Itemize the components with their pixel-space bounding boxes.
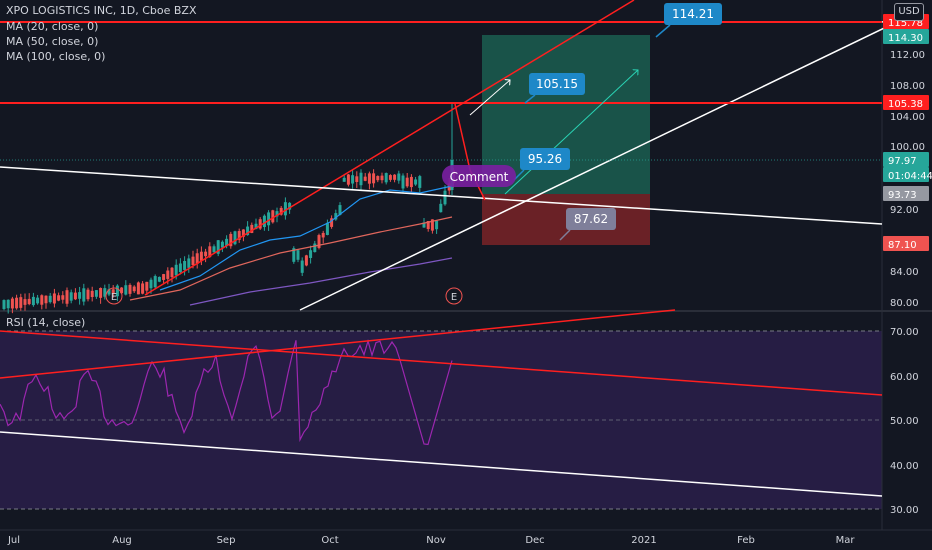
currency-button[interactable]: USD	[894, 3, 924, 21]
price-badge: 93.73	[883, 186, 929, 201]
candle	[154, 274, 157, 289]
callout-105-label: 105.15	[536, 77, 578, 91]
svg-text:E: E	[451, 292, 457, 303]
candle	[229, 232, 232, 249]
time-tick: Sep	[217, 535, 236, 546]
candle	[347, 174, 350, 187]
svg-text:105.38: 105.38	[888, 99, 923, 110]
price-badge: 87.10	[883, 236, 929, 251]
ma50-legend[interactable]: MA (50, close, 0)	[6, 35, 98, 48]
price-tick: 84.00	[890, 267, 919, 278]
time-tick: Dec	[525, 535, 544, 546]
price-tick: 104.00	[890, 112, 925, 123]
candle	[234, 231, 237, 245]
candle	[3, 299, 6, 310]
svg-text:114.30: 114.30	[888, 33, 923, 44]
time-tick: Nov	[426, 535, 446, 546]
symbol-title[interactable]: XPO LOGISTICS INC, 1D, Cboe BZX	[6, 4, 196, 17]
price-tick: 80.00	[890, 298, 919, 309]
time-tick: Jul	[7, 535, 20, 546]
price-tick: 100.00	[890, 142, 925, 153]
candle	[292, 246, 295, 264]
price-tick: 108.00	[890, 81, 925, 92]
time-tick: Oct	[321, 535, 338, 546]
svg-text:01:04:44: 01:04:44	[888, 171, 932, 182]
svg-text:E: E	[111, 292, 117, 303]
callout-114-label: 114.21	[672, 7, 714, 21]
time-tick: 2021	[631, 535, 656, 546]
rsi-tick: 40.00	[890, 461, 919, 472]
candle	[158, 276, 161, 282]
candle	[137, 281, 140, 294]
price-tick: 112.00	[890, 50, 925, 61]
time-tick: Aug	[112, 535, 132, 546]
ma20-legend[interactable]: MA (20, close, 0)	[6, 20, 98, 33]
rsi-tick: 70.00	[890, 327, 919, 338]
time-tick: Mar	[836, 535, 856, 546]
svg-text:93.73: 93.73	[888, 190, 917, 201]
svg-text:97.97: 97.97	[888, 156, 917, 167]
candle	[318, 234, 321, 250]
price-badge: 105.38	[883, 95, 929, 110]
ma100-legend[interactable]: MA (100, close, 0)	[6, 50, 105, 63]
rsi-tick: 50.00	[890, 416, 919, 427]
callout-95-label: 95.26	[528, 152, 562, 166]
rsi-tick: 60.00	[890, 372, 919, 383]
price-tick: 92.00	[890, 205, 919, 216]
rsi-tick: 30.00	[890, 505, 919, 516]
svg-text:87.10: 87.10	[888, 240, 917, 251]
comment-label: Comment	[450, 170, 509, 184]
price-badge: 01:04:44	[883, 167, 932, 182]
callout-87-label: 87.62	[574, 212, 608, 226]
time-tick: Feb	[737, 535, 755, 546]
price-badge: 114.30	[883, 29, 929, 44]
candle	[217, 240, 220, 256]
comment-bubble[interactable]: Comment	[442, 165, 516, 187]
price-badge: 97.97	[883, 152, 929, 167]
candle	[305, 255, 308, 266]
rsi-legend[interactable]: RSI (14, close)	[6, 316, 85, 329]
